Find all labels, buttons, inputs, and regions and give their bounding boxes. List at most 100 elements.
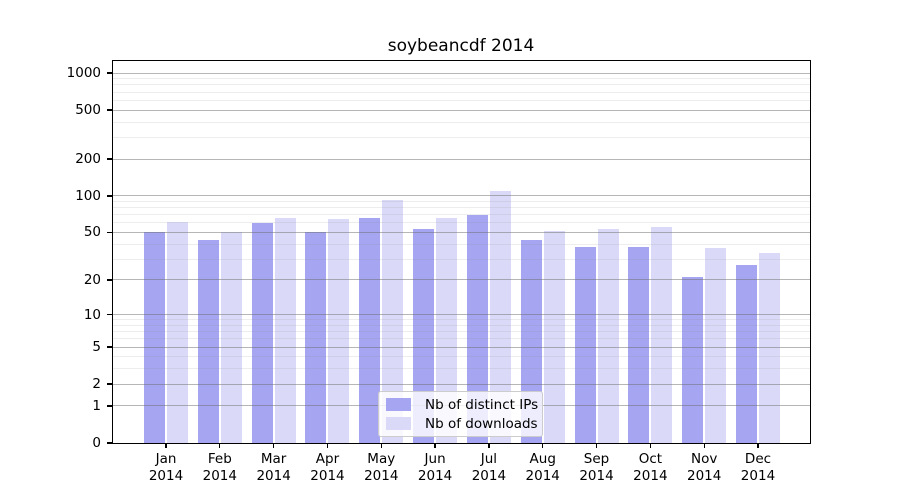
minor-gridline (113, 78, 810, 80)
y-tick (107, 195, 112, 197)
minor-gridline (113, 91, 810, 93)
minor-gridline (113, 200, 810, 202)
bar-nb-of-downloads-may (382, 199, 404, 443)
y-tick (107, 72, 112, 74)
major-gridline (113, 109, 810, 111)
x-tick-month: Oct (638, 451, 663, 467)
x-tick-year: 2014 (148, 467, 184, 484)
x-tick (165, 443, 167, 448)
y-tick-label: 2 (92, 376, 101, 393)
x-tick-year: 2014 (686, 467, 722, 484)
minor-gridline (113, 207, 810, 209)
bar-nb-of-distinct-ips-apr (305, 232, 327, 443)
minor-gridline (113, 222, 810, 224)
x-tick-label: Dec 2014 (724, 451, 792, 484)
bar-nb-of-downloads-jun (436, 217, 458, 443)
bar-nb-of-downloads-dec (758, 252, 780, 443)
minor-gridline (113, 136, 810, 138)
bar-nb-of-downloads-sep (597, 229, 619, 443)
x-tick-label: Apr 2014 (293, 451, 361, 484)
x-tick-year: 2014 (740, 467, 776, 484)
x-tick-label: Jun 2014 (401, 451, 469, 484)
y-tick-label: 200 (75, 151, 101, 168)
major-gridline (113, 158, 810, 160)
x-tick-month: Jan (155, 451, 177, 467)
y-tick (107, 442, 112, 444)
x-tick-label: Jul 2014 (455, 451, 523, 484)
y-tick (107, 158, 112, 160)
x-tick-month: Sep (583, 451, 610, 467)
x-tick (595, 443, 598, 448)
legend-swatch-nb-of-distinct-ips (386, 398, 411, 411)
x-tick-label: May 2014 (347, 451, 415, 484)
x-tick-label: Nov 2014 (670, 451, 738, 484)
x-tick-month: Jul (480, 451, 498, 467)
minor-gridline (113, 84, 810, 86)
x-tick (272, 443, 275, 448)
legend: Nb of distinct IPs Nb of downloads (378, 391, 543, 437)
y-tick (107, 346, 112, 348)
legend-label: Nb of distinct IPs (425, 396, 539, 413)
major-gridline (113, 231, 810, 233)
bar-nb-of-distinct-ips-mar (251, 222, 273, 443)
y-tick-label: 100 (75, 187, 101, 204)
x-tick-year: 2014 (525, 467, 560, 484)
major-gridline (113, 195, 810, 197)
x-tick-month: Mar (260, 451, 287, 467)
legend-swatch-nb-of-downloads (386, 417, 411, 430)
y-tick (107, 313, 112, 316)
y-tick-label: 10 (83, 306, 101, 323)
x-tick (326, 443, 329, 448)
y-tick (107, 231, 112, 234)
x-tick-label: Jan 2014 (132, 451, 200, 484)
x-tick (219, 443, 221, 448)
x-tick-label: Oct 2014 (616, 451, 684, 484)
x-tick-label: Sep 2014 (563, 451, 631, 484)
x-tick-year: 2014 (256, 467, 291, 484)
x-tick-year: 2014 (310, 467, 345, 484)
bar-nb-of-downloads-feb (220, 232, 242, 443)
x-tick (649, 443, 651, 448)
legend-item: Nb of distinct IPs (379, 396, 542, 413)
x-tick-month: Dec (744, 451, 772, 467)
y-tick (107, 109, 112, 111)
bar-nb-of-downloads-oct (651, 226, 673, 443)
minor-gridline (113, 121, 810, 123)
x-tick-year: 2014 (471, 467, 507, 484)
bar-nb-of-downloads-mar (274, 217, 296, 443)
x-tick (757, 443, 759, 448)
x-tick (488, 443, 490, 448)
y-tick-label: 20 (83, 271, 101, 288)
y-tick-label: 500 (75, 102, 101, 119)
x-tick-year: 2014 (417, 467, 453, 484)
bar-nb-of-distinct-ips-nov (682, 277, 704, 443)
y-tick (107, 405, 112, 407)
x-tick-month: Apr (315, 451, 340, 467)
y-tick-label: 1 (92, 397, 101, 414)
x-tick-year: 2014 (202, 467, 237, 484)
legend-item: Nb of downloads (379, 416, 542, 432)
minor-gridline (113, 99, 810, 101)
y-tick-label: 5 (92, 339, 101, 356)
minor-gridline (113, 214, 810, 216)
x-tick-month: Jun (424, 451, 446, 467)
y-tick-label: 0 (92, 435, 101, 451)
x-tick-label: Mar 2014 (240, 451, 308, 484)
x-tick-label: Aug 2014 (509, 451, 577, 484)
major-gridline (113, 72, 810, 74)
bar-nb-of-downloads-aug (543, 231, 565, 443)
x-tick-month: Aug (529, 451, 556, 467)
bar-nb-of-distinct-ips-jan (144, 232, 165, 443)
y-tick-label: 1000 (66, 65, 101, 82)
x-tick-year: 2014 (579, 467, 614, 484)
x-tick-year: 2014 (364, 467, 399, 484)
bar-nb-of-distinct-ips-sep (574, 246, 596, 443)
x-tick (703, 443, 705, 448)
bar-nb-of-distinct-ips-jun (413, 229, 435, 443)
x-tick-year: 2014 (633, 467, 668, 484)
y-tick (107, 383, 112, 385)
x-tick (434, 443, 436, 448)
y-tick (107, 279, 112, 281)
bar-nb-of-downloads-jan (167, 221, 188, 443)
bar-nb-of-distinct-ips-oct (628, 246, 650, 443)
